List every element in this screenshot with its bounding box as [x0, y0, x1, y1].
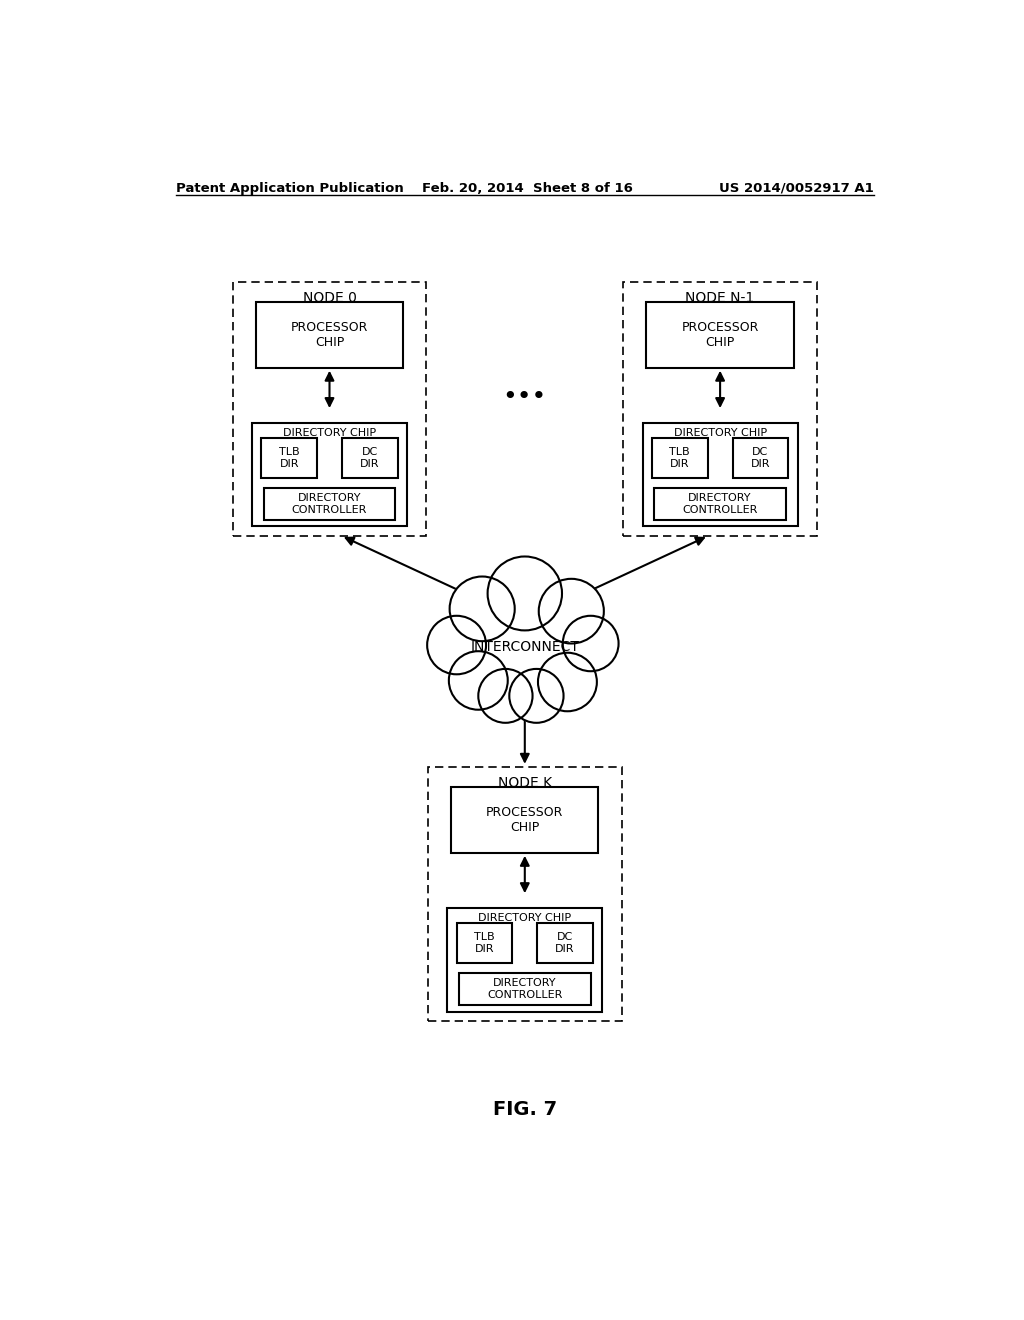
Text: NODE 0: NODE 0 — [302, 290, 356, 305]
Text: Patent Application Publication: Patent Application Publication — [176, 182, 403, 194]
Text: TLB
DIR: TLB DIR — [279, 447, 299, 469]
Text: FIG. 7: FIG. 7 — [493, 1100, 557, 1119]
FancyBboxPatch shape — [256, 302, 403, 368]
FancyBboxPatch shape — [342, 438, 397, 478]
Text: DIRECTORY
CONTROLLER: DIRECTORY CONTROLLER — [292, 494, 368, 515]
Circle shape — [482, 609, 567, 693]
Text: PROCESSOR
CHIP: PROCESSOR CHIP — [486, 807, 563, 834]
Text: DIRECTORY
CONTROLLER: DIRECTORY CONTROLLER — [487, 978, 562, 1001]
Text: NODE N-1: NODE N-1 — [685, 290, 755, 305]
FancyBboxPatch shape — [452, 788, 598, 853]
Circle shape — [427, 616, 486, 675]
FancyBboxPatch shape — [447, 908, 602, 1011]
FancyBboxPatch shape — [624, 281, 817, 536]
FancyBboxPatch shape — [263, 488, 395, 520]
Circle shape — [509, 669, 563, 723]
FancyBboxPatch shape — [428, 767, 622, 1020]
FancyBboxPatch shape — [654, 488, 786, 520]
Circle shape — [478, 669, 532, 723]
Text: NODE K: NODE K — [498, 776, 552, 789]
Text: •••: ••• — [503, 385, 547, 409]
Circle shape — [449, 651, 508, 710]
FancyBboxPatch shape — [261, 438, 317, 478]
Text: PROCESSOR
CHIP: PROCESSOR CHIP — [291, 321, 369, 348]
Text: TLB
DIR: TLB DIR — [670, 447, 690, 469]
Circle shape — [563, 616, 618, 672]
Text: INTERCONNECT: INTERCONNECT — [470, 640, 580, 655]
Circle shape — [487, 557, 562, 631]
Text: DIRECTORY
CONTROLLER: DIRECTORY CONTROLLER — [682, 494, 758, 515]
FancyBboxPatch shape — [652, 438, 708, 478]
FancyBboxPatch shape — [643, 422, 798, 527]
Text: DIRECTORY CHIP: DIRECTORY CHIP — [478, 913, 571, 923]
Text: DIRECTORY CHIP: DIRECTORY CHIP — [674, 428, 767, 438]
FancyBboxPatch shape — [732, 438, 788, 478]
Circle shape — [450, 577, 515, 642]
Text: US 2014/0052917 A1: US 2014/0052917 A1 — [719, 182, 873, 194]
FancyBboxPatch shape — [457, 923, 512, 964]
FancyBboxPatch shape — [646, 302, 794, 368]
Text: DIRECTORY CHIP: DIRECTORY CHIP — [283, 428, 376, 438]
Text: PROCESSOR
CHIP: PROCESSOR CHIP — [681, 321, 759, 348]
FancyBboxPatch shape — [538, 923, 593, 964]
Text: Feb. 20, 2014  Sheet 8 of 16: Feb. 20, 2014 Sheet 8 of 16 — [423, 182, 634, 194]
Circle shape — [539, 578, 604, 644]
FancyBboxPatch shape — [252, 422, 407, 527]
FancyBboxPatch shape — [232, 281, 426, 536]
FancyBboxPatch shape — [459, 973, 591, 1006]
Circle shape — [538, 653, 597, 711]
Text: DC
DIR: DC DIR — [751, 447, 770, 469]
Text: DC
DIR: DC DIR — [360, 447, 380, 469]
Text: TLB
DIR: TLB DIR — [474, 932, 495, 954]
Text: DC
DIR: DC DIR — [555, 932, 574, 954]
